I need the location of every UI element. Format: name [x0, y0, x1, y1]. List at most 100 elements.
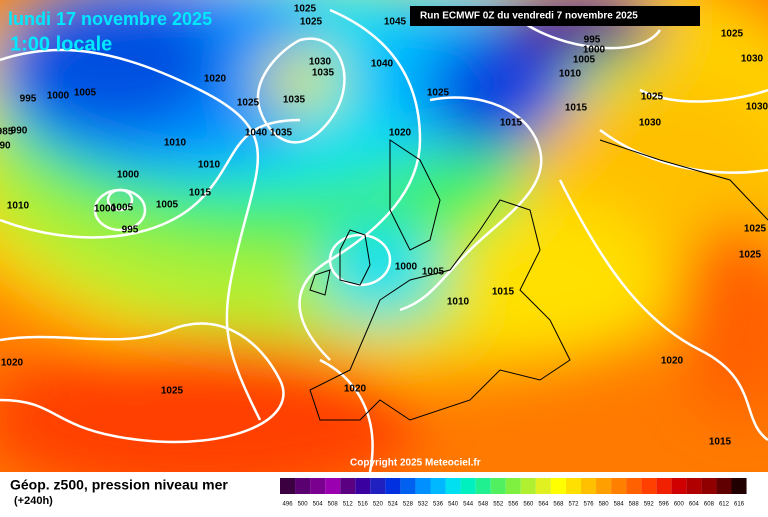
scale-swatch [550, 478, 566, 494]
scale-label: 500 [298, 502, 309, 508]
lead-time: (+240h) [14, 495, 53, 507]
scale-label: 572 [568, 502, 579, 508]
scale-label: 584 [614, 502, 625, 508]
isobar-label: 1000 [395, 262, 418, 273]
scale-label: 536 [433, 502, 444, 508]
scale-label: 532 [418, 502, 429, 508]
isobar-label: 995 [584, 35, 601, 46]
isobar-label: 1035 [283, 95, 306, 106]
scale-swatch [656, 478, 672, 494]
isobar-label: 985 [0, 127, 14, 138]
scale-label: 504 [313, 502, 324, 508]
scale-swatch [686, 478, 702, 494]
scale-swatch [415, 478, 431, 494]
isobar-label: 1020 [389, 128, 412, 139]
scale-label: 544 [463, 502, 474, 508]
isobar-label: 1025 [721, 29, 744, 40]
isobar-label: 1010 [447, 297, 470, 308]
scale-swatch [475, 478, 491, 494]
scale-label: 592 [644, 502, 655, 508]
color-scale: 496 500 504 508 512 516 520 524 528 532 536 540 544 5… [280, 478, 747, 508]
scale-swatch [505, 478, 521, 494]
coastlines [309, 139, 768, 421]
scale-label: 508 [328, 502, 339, 508]
isobar-label: 1005 [74, 88, 97, 99]
scale-swatch [581, 478, 597, 494]
scale-swatch [596, 478, 612, 494]
scale-swatch [400, 478, 416, 494]
isobar-label: 90 [0, 141, 11, 152]
isobar-lines [0, 8, 768, 472]
isobar-label: 1005 [573, 55, 596, 66]
isobar-label: 1020 [661, 356, 684, 367]
isobar-label: 1000 [117, 170, 140, 181]
scale-label: 616 [734, 502, 745, 508]
scale-swatch [355, 478, 371, 494]
scale-label: 600 [674, 502, 685, 508]
scale-label: 540 [448, 502, 459, 508]
isobar-label: 995 [122, 225, 139, 236]
scale-swatch [535, 478, 551, 494]
scale-swatch [280, 478, 296, 494]
scale-swatch [731, 478, 747, 494]
isobar-label: 1020 [204, 74, 227, 85]
scale-swatch [445, 478, 461, 494]
isobar-label: 1030 [746, 102, 768, 113]
field [0, 0, 768, 472]
isobar-label: 1035 [312, 68, 335, 79]
scale-label: 596 [659, 502, 670, 508]
copyright: Copyright 2025 Meteociel.fr [350, 458, 481, 469]
isobar-label: 1030 [309, 57, 332, 68]
scale-swatch [385, 478, 401, 494]
isobar-label: 1040 [245, 128, 268, 139]
run-box [410, 6, 700, 26]
scale-label: 564 [538, 502, 549, 508]
isobar-label: 1025 [161, 386, 184, 397]
isobar-label: 1030 [639, 118, 662, 129]
scale-label: 548 [478, 502, 489, 508]
scale-swatch [611, 478, 627, 494]
scale-swatch [520, 478, 536, 494]
scale-label: 612 [719, 502, 730, 508]
isobar-label: 1035 [270, 128, 293, 139]
isobar-label: 1025 [744, 224, 767, 235]
isobar-label: 1010 [164, 138, 187, 149]
isobar-label: 1015 [565, 103, 588, 114]
isobar-label: 1015 [709, 437, 732, 448]
scale-label: 556 [508, 502, 519, 508]
scale-swatch [716, 478, 732, 494]
isobar-label: 1000 [583, 45, 606, 56]
scale-swatch [325, 478, 341, 494]
scale-label: 516 [358, 502, 369, 508]
scale-swatch [565, 478, 581, 494]
isobar-label: 1040 [371, 59, 394, 70]
scale-swatch [460, 478, 476, 494]
isobar-label: 1005 [422, 267, 445, 278]
scale-label: 604 [689, 502, 700, 508]
scale-swatch [701, 478, 717, 494]
scale-label: 588 [629, 502, 640, 508]
scale-swatch [430, 478, 446, 494]
scale-swatch [641, 478, 657, 494]
isobar-label: 995 [20, 94, 37, 105]
isobar-label: 1015 [492, 287, 515, 298]
scale-label: 608 [704, 502, 715, 508]
time: 1:00 locale [10, 33, 112, 55]
scale-swatch [626, 478, 642, 494]
scale-label: 528 [403, 502, 414, 508]
scale-swatch [310, 478, 326, 494]
isobar-label: 1025 [237, 98, 260, 109]
isobar-label: 1025 [427, 88, 450, 99]
scale-swatch [340, 478, 356, 494]
scale-label: 512 [343, 502, 354, 508]
scale-label: 520 [373, 502, 384, 508]
isobar-label: 1010 [7, 201, 30, 212]
isobar-label: 1025 [739, 250, 762, 261]
scale-label: 524 [388, 502, 399, 508]
scale-label: 568 [553, 502, 564, 508]
scale-swatch [295, 478, 311, 494]
isobar-label: 1030 [741, 54, 764, 65]
isobar-label: 1015 [500, 118, 523, 129]
